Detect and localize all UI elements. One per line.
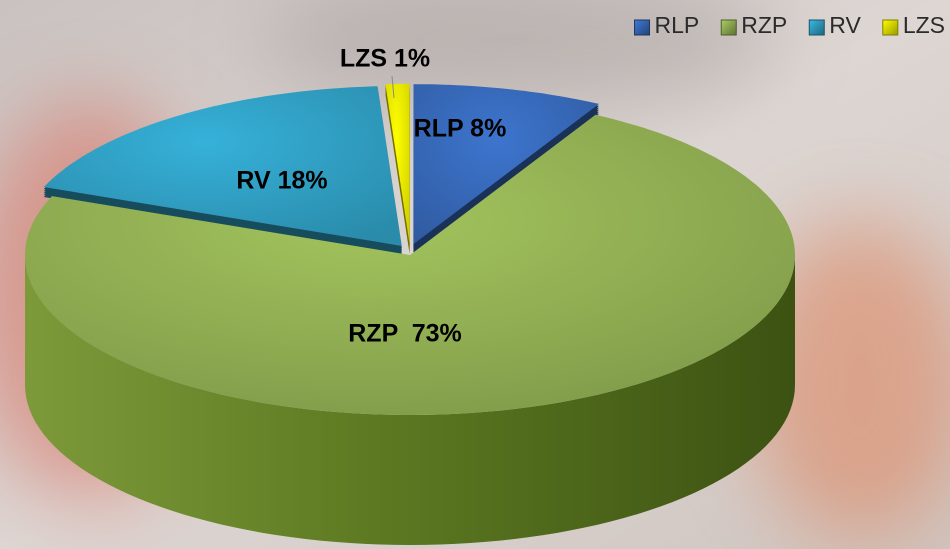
leader-line — [391, 75, 395, 99]
legend: RLP RZP RV LZS — [634, 12, 945, 38]
background-blob — [750, 220, 950, 540]
legend-item: LZS — [882, 12, 945, 38]
legend-label: RLP — [655, 12, 700, 38]
legend-swatch — [808, 19, 825, 36]
data-label: RV 18% — [236, 167, 327, 195]
legend-item: RZP — [720, 12, 787, 38]
slice — [385, 83, 410, 244]
slice — [43, 86, 402, 246]
legend-swatch — [882, 19, 899, 36]
legend-label: LZS — [903, 12, 945, 38]
data-label: RZP 73% — [348, 320, 461, 348]
data-labels: RLP 8% RZP 73% RV 18% LZS 1% — [236, 45, 506, 348]
legend-label: RZP — [741, 12, 787, 38]
slice — [413, 84, 599, 245]
data-label: LZS 1% — [340, 45, 430, 73]
slice-side — [25, 255, 795, 545]
slice — [25, 114, 795, 416]
legend-item: RLP — [634, 12, 700, 38]
data-label: RLP 8% — [414, 115, 507, 143]
legend-swatch — [720, 19, 737, 36]
legend-swatch — [634, 19, 651, 36]
legend-label: RV — [829, 12, 861, 38]
pie — [25, 83, 795, 545]
legend-item: RV — [808, 12, 861, 38]
